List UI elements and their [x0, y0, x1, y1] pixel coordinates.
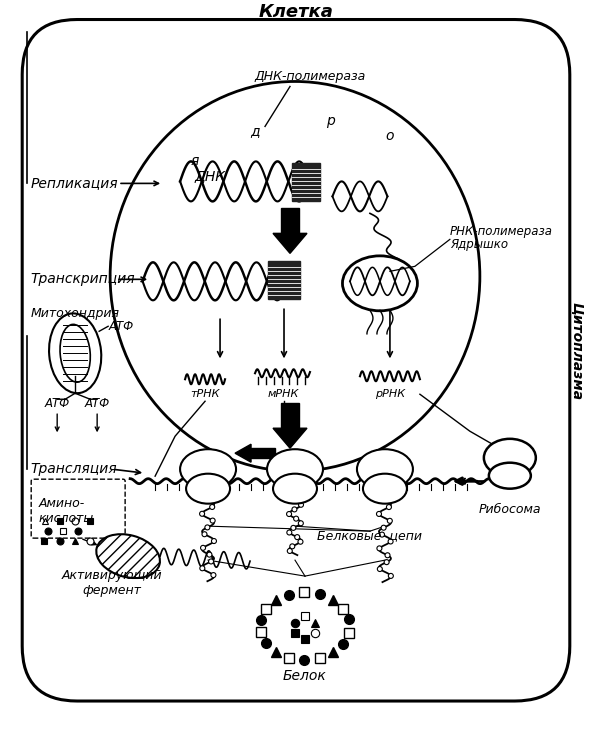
Circle shape [388, 573, 393, 578]
Ellipse shape [96, 534, 160, 578]
Ellipse shape [60, 325, 91, 382]
Circle shape [385, 553, 390, 558]
Circle shape [200, 511, 205, 516]
Polygon shape [273, 428, 307, 448]
Text: АТФ: АТФ [108, 319, 133, 333]
Ellipse shape [489, 463, 531, 489]
Ellipse shape [357, 450, 413, 489]
FancyBboxPatch shape [31, 480, 125, 538]
Circle shape [377, 567, 382, 572]
Circle shape [201, 545, 205, 550]
Circle shape [287, 548, 292, 553]
Text: рРНК: рРНК [375, 389, 405, 399]
Text: Транскрипция: Транскрипция [30, 273, 135, 287]
Circle shape [290, 544, 295, 549]
Circle shape [377, 546, 382, 551]
Ellipse shape [267, 450, 323, 489]
Circle shape [384, 560, 389, 564]
Ellipse shape [110, 81, 480, 471]
Text: Белок: Белок [283, 669, 327, 683]
Ellipse shape [342, 256, 417, 311]
Text: Репликация: Репликация [30, 176, 118, 190]
Circle shape [207, 552, 212, 557]
Text: Белковые  цепи: Белковые цепи [317, 530, 423, 542]
Ellipse shape [484, 439, 536, 477]
Circle shape [377, 512, 381, 516]
Circle shape [291, 526, 296, 531]
Circle shape [210, 518, 215, 523]
Bar [268, 262, 300, 299]
Text: АТФ: АТФ [85, 397, 110, 410]
Circle shape [388, 539, 393, 544]
Text: РНК-полимераза: РНК-полимераза [450, 225, 553, 238]
Text: Цитоплазма: Цитоплазма [571, 302, 585, 401]
Circle shape [205, 498, 211, 503]
Circle shape [211, 539, 217, 544]
Circle shape [298, 520, 303, 526]
Bar [281, 208, 299, 233]
Text: Клетка: Клетка [259, 2, 333, 20]
Text: Митохондрия: Митохондрия [30, 307, 119, 319]
Ellipse shape [49, 314, 101, 393]
Circle shape [295, 534, 300, 539]
Text: Трансляция: Трансляция [30, 462, 117, 476]
Text: мРНК: мРНК [268, 389, 299, 399]
Circle shape [387, 504, 391, 510]
Circle shape [287, 512, 292, 517]
Circle shape [211, 572, 216, 577]
Circle shape [287, 530, 292, 535]
Text: АТФ: АТФ [44, 397, 70, 410]
Bar [251, 448, 275, 458]
Circle shape [387, 518, 392, 523]
FancyBboxPatch shape [22, 20, 570, 701]
Circle shape [379, 532, 385, 537]
Circle shape [382, 498, 387, 503]
Circle shape [298, 502, 304, 507]
Ellipse shape [186, 474, 230, 504]
Circle shape [202, 531, 207, 537]
Polygon shape [235, 444, 251, 462]
Text: ДНК: ДНК [195, 170, 226, 183]
Circle shape [298, 539, 303, 545]
Bar [281, 404, 299, 428]
Text: Рибосома: Рибосома [478, 503, 541, 515]
Ellipse shape [180, 450, 236, 489]
Circle shape [205, 525, 210, 530]
Text: ДНК-полимераза: ДНК-полимераза [255, 70, 366, 83]
Circle shape [200, 566, 205, 571]
Bar [292, 164, 320, 201]
Text: я: я [191, 154, 200, 168]
Polygon shape [273, 233, 307, 254]
Ellipse shape [273, 474, 317, 504]
Ellipse shape [363, 474, 407, 504]
Text: Активирующий
фермент: Активирующий фермент [62, 569, 162, 597]
Circle shape [292, 507, 297, 512]
Text: о: о [385, 129, 394, 143]
Circle shape [208, 559, 214, 564]
Text: Ядрышко: Ядрышко [450, 238, 508, 251]
Circle shape [210, 504, 215, 510]
Text: тРНК: тРНК [190, 389, 220, 399]
Text: р: р [326, 115, 334, 129]
Circle shape [381, 525, 386, 530]
Text: д: д [250, 124, 260, 138]
Text: Амино-
кислоты: Амино- кислоты [38, 497, 94, 525]
Circle shape [292, 498, 298, 503]
Circle shape [294, 516, 298, 521]
